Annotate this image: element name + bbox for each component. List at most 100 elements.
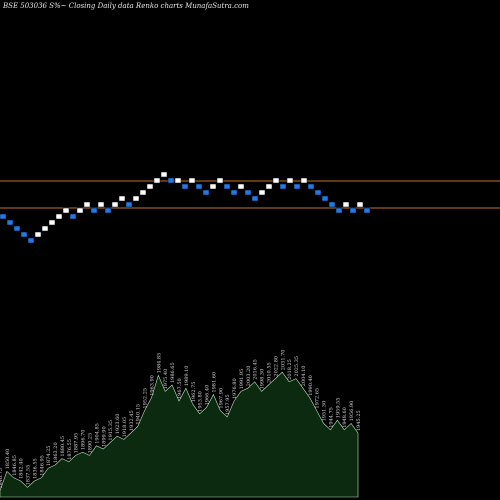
volume-label: 1846.95 [39, 455, 45, 476]
renko-brick-up [237, 183, 245, 190]
volume-label: 1846.85 [12, 455, 18, 476]
volume-label: 1991.95 [239, 369, 245, 390]
renko-brick-up [83, 201, 91, 208]
volume-label: 1945.25 [356, 410, 362, 431]
volume-label: 1956.90 [349, 401, 355, 422]
renko-brick-down [0, 213, 7, 220]
renko-brick-down [349, 207, 357, 214]
volume-label: 1986.65 [170, 362, 176, 383]
volume-label: 1967.50 [177, 378, 183, 399]
volume-label: 1904.85 [94, 423, 100, 444]
volume-label: 2031.70 [280, 350, 286, 371]
volume-label: 2010.55 [267, 362, 273, 383]
renko-brick-up [34, 231, 42, 238]
volume-label: 1842.40 [19, 458, 25, 479]
volume-label: 1836.55 [32, 458, 38, 479]
renko-brick-down [321, 195, 329, 202]
renko-brick-down [279, 183, 287, 190]
volume-label: 1953.80 [198, 391, 204, 412]
volume-label: 1963.90 [149, 375, 155, 396]
renko-brick-down [13, 225, 21, 232]
renko-brick-up [258, 189, 266, 196]
renko-bricks [0, 171, 371, 244]
renko-brick-down [202, 189, 210, 196]
volume-label: 1962.75 [191, 382, 197, 403]
renko-brick-up [160, 171, 168, 178]
volume-label: 1899.90 [101, 426, 107, 447]
renko-brick-up [62, 207, 70, 214]
chart-title: BSE 503036 S%~ Closing Daily data Renko … [3, 2, 249, 10]
renko-brick-down [27, 237, 35, 244]
renko-brick-up [356, 201, 364, 208]
volume-label: 2025.35 [294, 356, 300, 377]
volume-label: 1837.55 [26, 465, 32, 486]
renko-brick-up [272, 177, 280, 184]
renko-brick-down [314, 189, 322, 196]
renko-brick-down [125, 201, 133, 208]
volume-label: 2003.20 [246, 366, 252, 387]
volume-label: 1975.40 [163, 369, 169, 390]
renko-brick-down [230, 189, 238, 196]
volume-label: 1923.60 [115, 414, 121, 435]
volume-label: 2016.45 [253, 359, 259, 380]
renko-brick-up [41, 225, 49, 232]
renko-brick-up [118, 195, 126, 202]
renko-brick-up [97, 201, 105, 208]
volume-label: 1948.60 [342, 407, 348, 428]
volume-label: 1952.25 [143, 388, 149, 409]
renko-brick-down [293, 183, 301, 190]
volume-label: 1957.95 [225, 394, 231, 415]
volume-label: 1890.25 [88, 433, 94, 454]
volume-label: 1915.35 [108, 420, 114, 441]
renko-brick-down [195, 183, 203, 190]
renko-brick-down [104, 207, 112, 214]
volume-label: 1887.95 [74, 433, 80, 454]
renko-brick-up [300, 177, 308, 184]
volume-label: 1998.30 [260, 369, 266, 390]
renko-brick-up [146, 183, 154, 190]
renko-brick-up [216, 177, 224, 184]
volume-label: 1959.55 [335, 398, 341, 419]
volume-label: 1874.25 [46, 446, 52, 467]
volume-label: 1972.65 [315, 388, 321, 409]
renko-brick-down [223, 183, 231, 190]
renko-brick-up [55, 213, 63, 220]
renko-brick-up [48, 219, 56, 226]
volume-label: 1944.75 [328, 407, 334, 428]
renko-brick-down [363, 207, 371, 214]
volume-label: 1896.70 [81, 430, 87, 451]
volume-label: 1850.40 [5, 449, 11, 470]
renko-brick-down [307, 183, 315, 190]
renko-brick-down [335, 207, 343, 214]
volume-label: 1918.05 [122, 417, 128, 438]
volume-label: 1846.75 [0, 468, 4, 489]
volume-label: 1989.10 [184, 366, 190, 387]
volume-label: 1981.60 [211, 372, 217, 393]
renko-brick-down [6, 219, 14, 226]
volume-label: 1966.40 [205, 385, 211, 406]
renko-brick-down [69, 213, 77, 220]
renko-brick-up [342, 201, 350, 208]
renko-brick-up [139, 189, 147, 196]
volume-label: 1967.90 [218, 388, 224, 409]
renko-brick-down [20, 231, 28, 238]
volume-label: 1880.45 [60, 436, 66, 457]
renko-brick-down [181, 183, 189, 190]
renko-brick-down [90, 207, 98, 214]
renko-brick-down [167, 177, 175, 184]
renko-brick-up [209, 183, 217, 190]
renko-brick-up [174, 177, 182, 184]
renko-brick-up [265, 183, 273, 190]
volume-label: 1951.30 [322, 401, 328, 422]
renko-brick-down [244, 189, 252, 196]
volume-label: 2018.25 [287, 359, 293, 380]
volume-label: 1984.85 [156, 353, 162, 374]
reference-lines [0, 180, 500, 209]
renko-brick-up [286, 177, 294, 184]
volume-area [0, 371, 359, 498]
renko-brick-down [328, 201, 336, 208]
renko-brick-up [132, 195, 140, 202]
renko-brick-up [153, 177, 161, 184]
